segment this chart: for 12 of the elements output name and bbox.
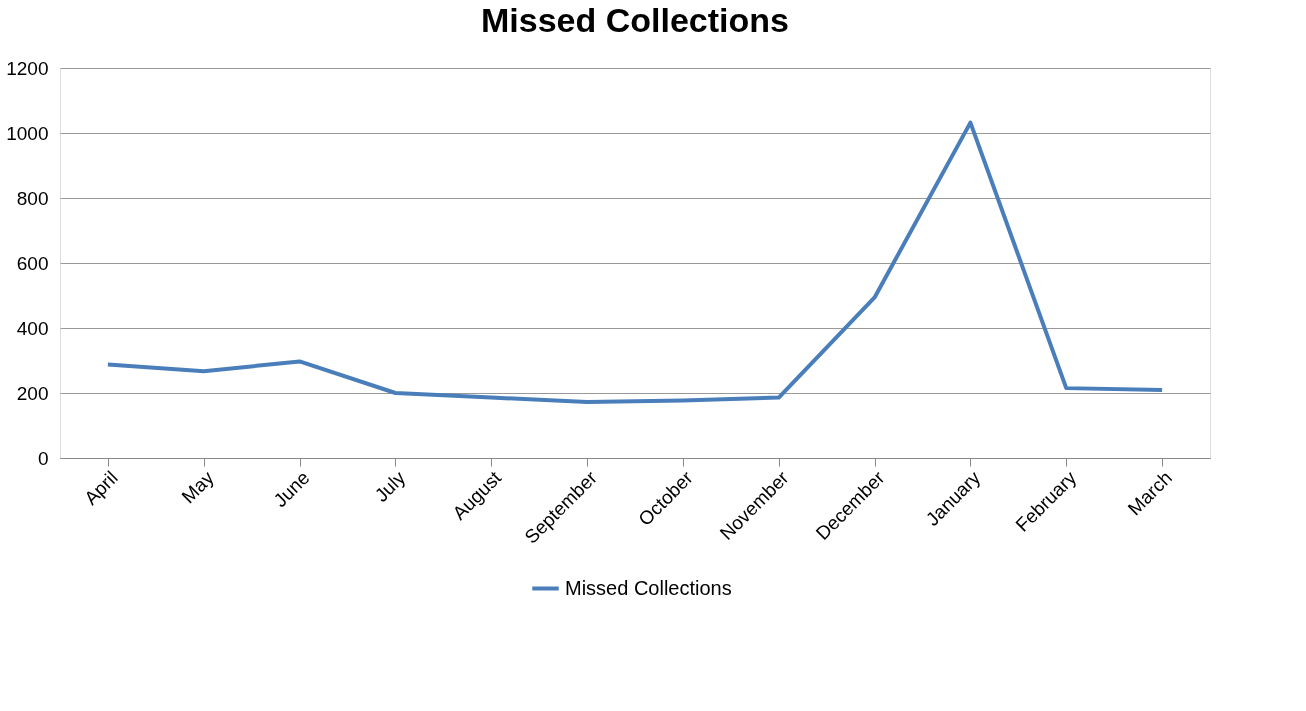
y-tick-label: 800 <box>16 187 49 209</box>
y-tick-label: 200 <box>16 382 49 404</box>
y-tick-label: 400 <box>16 317 49 339</box>
x-tick-label: May <box>177 466 219 508</box>
y-tick-label: 1200 <box>6 57 49 79</box>
chart-title: Missed Collections <box>481 1 789 39</box>
y-tick-label: 1000 <box>6 122 49 144</box>
y-tick-label: 600 <box>16 252 49 274</box>
legend-label: Missed Collections <box>565 576 732 599</box>
y-tick-label: 0 <box>37 447 49 469</box>
line-series <box>105 120 1165 405</box>
x-tick-label: July <box>370 466 410 506</box>
